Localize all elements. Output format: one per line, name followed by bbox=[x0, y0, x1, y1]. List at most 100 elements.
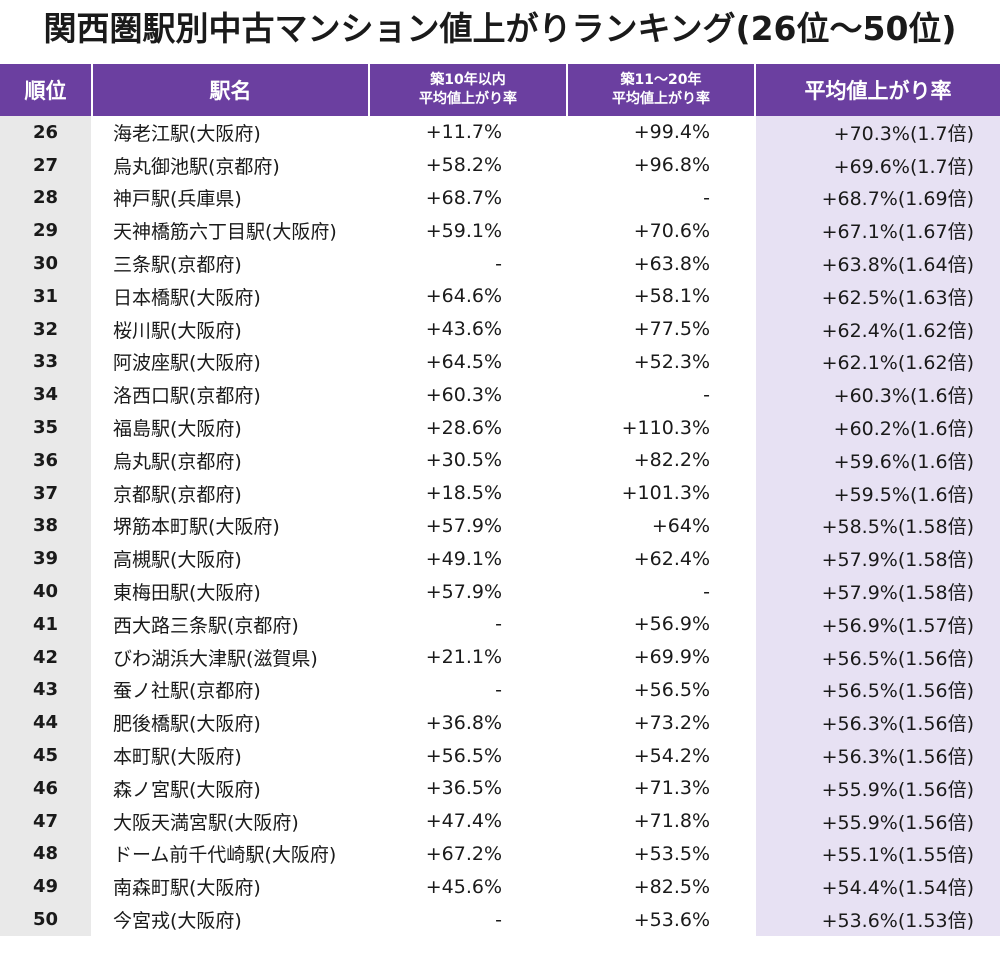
mid-rate-cell: - bbox=[703, 580, 710, 603]
mid-rate-cell: - bbox=[703, 186, 710, 209]
avg-rate-cell: +70.3%(1.7倍) bbox=[756, 116, 1000, 149]
rank-cell: 33 bbox=[0, 345, 93, 379]
station-cell: 堺筋本町駅(大阪府) bbox=[113, 516, 280, 539]
mid-rate-cell: +58.1% bbox=[633, 285, 710, 308]
mid-rate-cell: +71.8% bbox=[633, 810, 710, 833]
station-cell: 高槻駅(大阪府) bbox=[113, 549, 242, 572]
station-cell: 西大路三条駅(京都府) bbox=[113, 614, 299, 637]
station-cell: 日本橋駅(大阪府) bbox=[113, 286, 261, 309]
station-cell: 今宮戎(大阪府) bbox=[113, 910, 242, 933]
station-cell: 阿波座駅(大阪府) bbox=[113, 352, 261, 375]
avg-rate-cell: +63.8%(1.64倍) bbox=[756, 247, 1000, 280]
avg-rate-cell: +59.5%(1.6倍) bbox=[756, 476, 1000, 510]
new-rate-cell: - bbox=[495, 678, 502, 701]
new-rate-cell: +28.6% bbox=[425, 416, 502, 439]
station-cell: 肥後橋駅(大阪府) bbox=[113, 713, 261, 736]
table-header: 順位 駅名 築10年以内 平均値上がり率 築11〜20年 平均値上がり率 平均値… bbox=[0, 64, 1000, 116]
mid-rate-cell: - bbox=[703, 383, 710, 406]
table-row: 29 天神橋筋六丁目駅(大阪府) +59.1% +70.6% +67.1%(1.67倍) bbox=[0, 214, 1000, 248]
station-cell: びわ湖浜大津駅(滋賀県) bbox=[113, 647, 318, 670]
mid-rate-cell: +99.4% bbox=[633, 121, 710, 144]
mid-rate-cell: +70.6% bbox=[633, 219, 710, 242]
new-rate-cell: +67.2% bbox=[425, 842, 502, 865]
mid-rate-cell: +56.9% bbox=[633, 613, 710, 636]
rank-cell: 49 bbox=[0, 870, 93, 904]
mid-rate-cell: +77.5% bbox=[633, 318, 710, 341]
avg-rate-cell: +60.2%(1.6倍) bbox=[756, 411, 1000, 444]
rank-cell: 36 bbox=[0, 443, 93, 477]
rank-cell: 30 bbox=[0, 247, 93, 280]
avg-rate-cell: +62.1%(1.62倍) bbox=[756, 345, 1000, 379]
mid-rate-cell: +69.9% bbox=[633, 646, 710, 669]
table-row: 44 肥後橋駅(大阪府) +36.8% +73.2% +56.3%(1.56倍) bbox=[0, 706, 1000, 740]
rank-cell: 43 bbox=[0, 673, 93, 707]
new-rate-cell: - bbox=[495, 252, 502, 275]
avg-rate-cell: +67.1%(1.67倍) bbox=[756, 214, 1000, 248]
station-cell: 福島駅(大阪府) bbox=[113, 418, 242, 441]
mid-rate-cell: +71.3% bbox=[633, 777, 710, 800]
station-cell: 三条駅(京都府) bbox=[113, 254, 242, 277]
station-cell: 森ノ宮駅(大阪府) bbox=[113, 778, 261, 801]
avg-rate-cell: +69.6%(1.7倍) bbox=[756, 148, 1000, 182]
avg-rate-cell: +54.4%(1.54倍) bbox=[756, 870, 1000, 904]
avg-rate-cell: +56.3%(1.56倍) bbox=[756, 706, 1000, 740]
table-row: 30 三条駅(京都府) - +63.8% +63.8%(1.64倍) bbox=[0, 247, 1000, 280]
new-rate-cell: +49.1% bbox=[425, 547, 502, 570]
header-rank: 順位 bbox=[0, 64, 93, 116]
rank-cell: 26 bbox=[0, 116, 93, 149]
mid-rate-cell: +62.4% bbox=[633, 547, 710, 570]
table-row: 32 桜川駅(大阪府) +43.6% +77.5% +62.4%(1.62倍) bbox=[0, 312, 1000, 346]
mid-rate-cell: +101.3% bbox=[621, 482, 710, 505]
avg-rate-cell: +60.3%(1.6倍) bbox=[756, 378, 1000, 412]
new-rate-cell: - bbox=[495, 908, 502, 931]
header-mid-rate: 築11〜20年 平均値上がり率 bbox=[568, 64, 756, 116]
new-rate-cell: +36.5% bbox=[425, 777, 502, 800]
avg-rate-cell: +68.7%(1.69倍) bbox=[756, 181, 1000, 215]
new-rate-cell: +64.6% bbox=[425, 285, 502, 308]
table-row: 35 福島駅(大阪府) +28.6% +110.3% +60.2%(1.6倍) bbox=[0, 411, 1000, 444]
new-rate-cell: +21.1% bbox=[425, 646, 502, 669]
avg-rate-cell: +55.9%(1.56倍) bbox=[756, 771, 1000, 805]
table-row: 31 日本橋駅(大阪府) +64.6% +58.1% +62.5%(1.63倍) bbox=[0, 279, 1000, 313]
table-row: 34 洛西口駅(京都府) +60.3% - +60.3%(1.6倍) bbox=[0, 378, 1000, 412]
station-cell: ドーム前千代崎駅(大阪府) bbox=[113, 844, 337, 867]
station-cell: 蚕ノ社駅(京都府) bbox=[113, 680, 261, 703]
table-row: 46 森ノ宮駅(大阪府) +36.5% +71.3% +55.9%(1.56倍) bbox=[0, 771, 1000, 805]
rank-cell: 34 bbox=[0, 378, 93, 412]
rank-cell: 32 bbox=[0, 312, 93, 346]
rank-cell: 29 bbox=[0, 214, 93, 248]
table-row: 50 今宮戎(大阪府) - +53.6% +53.6%(1.53倍) bbox=[0, 903, 1000, 936]
mid-rate-cell: +82.5% bbox=[633, 875, 710, 898]
table-row: 27 烏丸御池駅(京都府) +58.2% +96.8% +69.6%(1.7倍) bbox=[0, 148, 1000, 182]
table-row: 48 ドーム前千代崎駅(大阪府) +67.2% +53.5% +55.1%(1.55倍) bbox=[0, 837, 1000, 871]
avg-rate-cell: +58.5%(1.58倍) bbox=[756, 509, 1000, 543]
table-row: 33 阿波座駅(大阪府) +64.5% +52.3% +62.1%(1.62倍) bbox=[0, 345, 1000, 379]
new-rate-cell: +57.9% bbox=[425, 580, 502, 603]
station-cell: 神戸駅(兵庫県) bbox=[113, 188, 242, 211]
rank-cell: 37 bbox=[0, 476, 93, 510]
mid-rate-cell: +64% bbox=[651, 514, 710, 537]
station-cell: 本町駅(大阪府) bbox=[113, 746, 242, 769]
avg-rate-cell: +56.9%(1.57倍) bbox=[756, 607, 1000, 641]
new-rate-cell: +64.5% bbox=[425, 350, 502, 373]
mid-rate-cell: +53.6% bbox=[633, 908, 710, 931]
avg-rate-cell: +59.6%(1.6倍) bbox=[756, 443, 1000, 477]
avg-rate-cell: +57.9%(1.58倍) bbox=[756, 542, 1000, 576]
table-row: 49 南森町駅(大阪府) +45.6% +82.5% +54.4%(1.54倍) bbox=[0, 870, 1000, 904]
header-mid-line1: 築11〜20年 bbox=[620, 72, 702, 88]
avg-rate-cell: +56.5%(1.56倍) bbox=[756, 673, 1000, 707]
table-row: 41 西大路三条駅(京都府) - +56.9% +56.9%(1.57倍) bbox=[0, 607, 1000, 641]
header-new-line2: 平均値上がり率 bbox=[419, 91, 517, 107]
table-row: 45 本町駅(大阪府) +56.5% +54.2% +56.3%(1.56倍) bbox=[0, 739, 1000, 772]
table-row: 43 蚕ノ社駅(京都府) - +56.5% +56.5%(1.56倍) bbox=[0, 673, 1000, 707]
header-new-rate: 築10年以内 平均値上がり率 bbox=[370, 64, 568, 116]
new-rate-cell: +59.1% bbox=[425, 219, 502, 242]
mid-rate-cell: +54.2% bbox=[633, 744, 710, 767]
avg-rate-cell: +55.1%(1.55倍) bbox=[756, 837, 1000, 871]
table-row: 42 びわ湖浜大津駅(滋賀県) +21.1% +69.9% +56.5%(1.56倍) bbox=[0, 640, 1000, 674]
station-cell: 桜川駅(大阪府) bbox=[113, 319, 242, 342]
mid-rate-cell: +73.2% bbox=[633, 711, 710, 734]
rank-cell: 31 bbox=[0, 279, 93, 313]
rank-cell: 44 bbox=[0, 706, 93, 740]
mid-rate-cell: +96.8% bbox=[633, 154, 710, 177]
